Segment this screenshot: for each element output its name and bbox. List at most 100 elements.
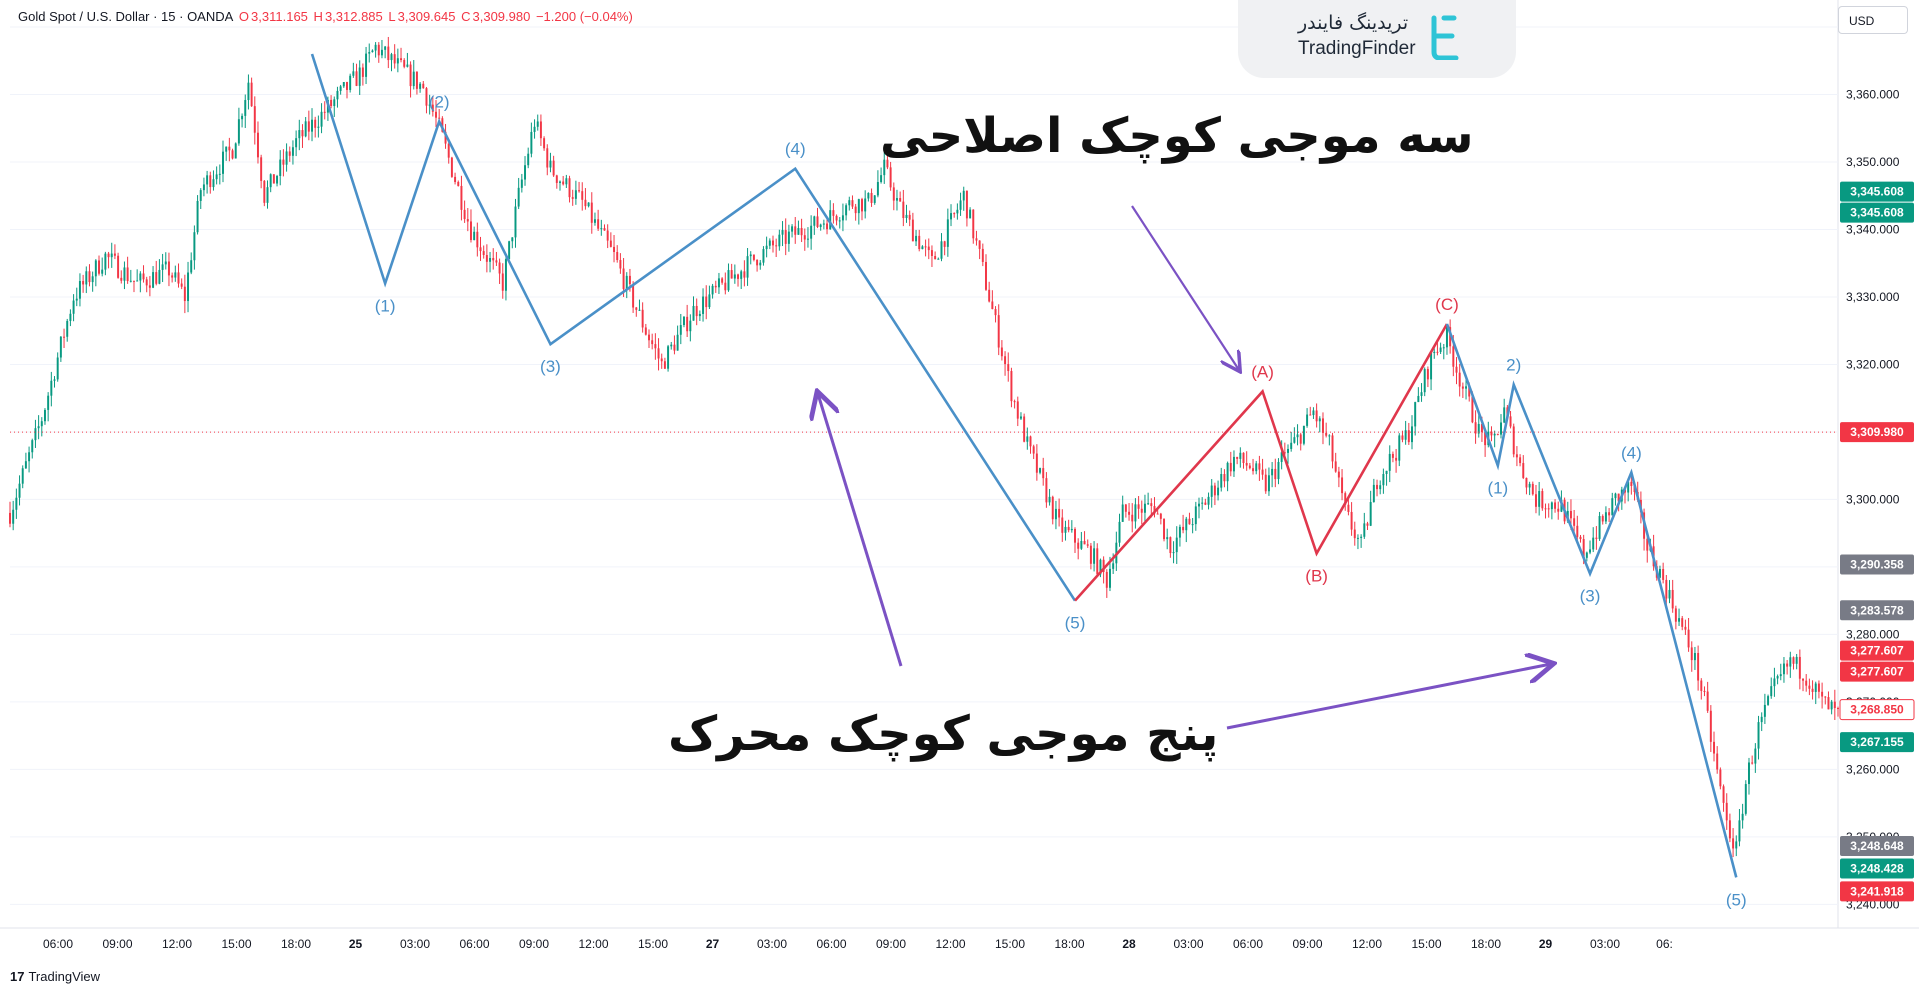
time-tick-label: 12:00 [578, 937, 608, 951]
candle-body [1630, 481, 1633, 487]
candle-body [1102, 559, 1105, 572]
candle-body [139, 273, 142, 281]
candle-body [927, 246, 930, 251]
candle-body [943, 241, 946, 247]
candle-body [1016, 401, 1019, 419]
candle-body [1722, 786, 1725, 803]
candle-body [628, 275, 631, 285]
candle-body [1318, 418, 1321, 422]
candle-body [883, 159, 886, 176]
candle-body [1299, 434, 1302, 444]
time-tick-label: 06: [1656, 937, 1673, 951]
candle-body [1678, 618, 1681, 622]
candle-body [648, 334, 650, 341]
candle-body [756, 259, 759, 266]
candle-body [1569, 510, 1572, 519]
candle-body [1519, 457, 1522, 464]
candle-body [291, 147, 294, 156]
candle-body [698, 313, 701, 317]
candle-body [959, 200, 962, 210]
candle-body [50, 380, 53, 396]
candle-body [934, 255, 937, 260]
candle-body [431, 104, 434, 112]
price-tag [1840, 661, 1914, 682]
low-label: L [388, 9, 396, 24]
candle-body [469, 221, 472, 241]
candle-body [1350, 511, 1353, 530]
tradingfinder-logo [1238, 0, 1516, 78]
candle-body [1334, 461, 1337, 472]
candle-body [1163, 518, 1166, 540]
candle-body [1500, 422, 1502, 435]
candle-body [797, 228, 800, 235]
candle-body [743, 271, 746, 278]
candle-body [1417, 395, 1420, 403]
time-tick-label: 03:00 [1590, 937, 1620, 951]
candle-body [1363, 523, 1366, 537]
candle-body [609, 240, 612, 247]
candle-body [380, 49, 383, 56]
candle-body [590, 202, 593, 223]
candle-body [727, 270, 730, 291]
close-value: 3,309.980 [472, 9, 531, 24]
candle-body [660, 358, 663, 362]
time-tick-label: 15:00 [638, 937, 668, 951]
candle-body [841, 215, 844, 221]
candle-body [1671, 589, 1674, 609]
candle-body [1337, 471, 1340, 478]
candle-body [311, 119, 314, 132]
candle-body [867, 192, 870, 199]
candle-body [435, 111, 437, 118]
candle-body [972, 209, 975, 239]
candle-body [1198, 503, 1200, 507]
candle-body [1013, 401, 1016, 403]
price-tick-label: 3,350.000 [1846, 155, 1900, 169]
candle-body [965, 190, 968, 219]
candle-body [1401, 435, 1404, 440]
candle-body [1121, 504, 1124, 522]
candle-body [298, 130, 301, 139]
candle-body [1220, 474, 1223, 488]
corrective-pointer-arrow [1131, 205, 1239, 370]
candle-body [1347, 504, 1350, 512]
candle-body [1242, 452, 1245, 464]
candle-body [921, 246, 924, 250]
candle-body [864, 198, 867, 212]
candle-body [1808, 685, 1811, 689]
candle-body [339, 86, 342, 91]
candle-body [1035, 453, 1038, 473]
candle-body [145, 279, 148, 286]
candle-body [272, 174, 275, 184]
candle-body [765, 245, 768, 250]
change-value: −1.200 (−0.04%) [535, 9, 633, 24]
candle-body [1668, 589, 1671, 599]
candle-body [1398, 435, 1401, 461]
candle-body [1681, 618, 1684, 627]
price-tag-label: 3,345.608 [1850, 206, 1904, 220]
currency-selector[interactable]: USD [1838, 6, 1908, 34]
price-tick-label: 3,260.000 [1846, 762, 1900, 776]
candle-body [1274, 468, 1277, 480]
candle-body [854, 206, 857, 214]
time-tick-label: 18:00 [281, 937, 311, 951]
candle-body [301, 130, 304, 137]
candle-body [117, 255, 120, 278]
price-tick-label: 3,360.000 [1846, 87, 1900, 101]
candle-body [1156, 513, 1159, 515]
candle-body [1042, 468, 1045, 479]
candle-body [183, 286, 186, 302]
candle-body [772, 240, 774, 246]
candle-body [180, 283, 183, 287]
candle-body [1760, 716, 1763, 723]
impulse-wave-2-label: (3) [1580, 587, 1601, 606]
candle-body [1229, 462, 1232, 472]
candle-body [1039, 468, 1042, 473]
time-tick-label: 15:00 [995, 937, 1025, 951]
time-tick-label: 28 [1122, 937, 1136, 951]
price-tag [1840, 836, 1914, 857]
candle-body [517, 187, 520, 207]
candle-body [158, 269, 161, 284]
candle-body [498, 262, 501, 274]
time-tick-label: 15:00 [221, 937, 251, 951]
